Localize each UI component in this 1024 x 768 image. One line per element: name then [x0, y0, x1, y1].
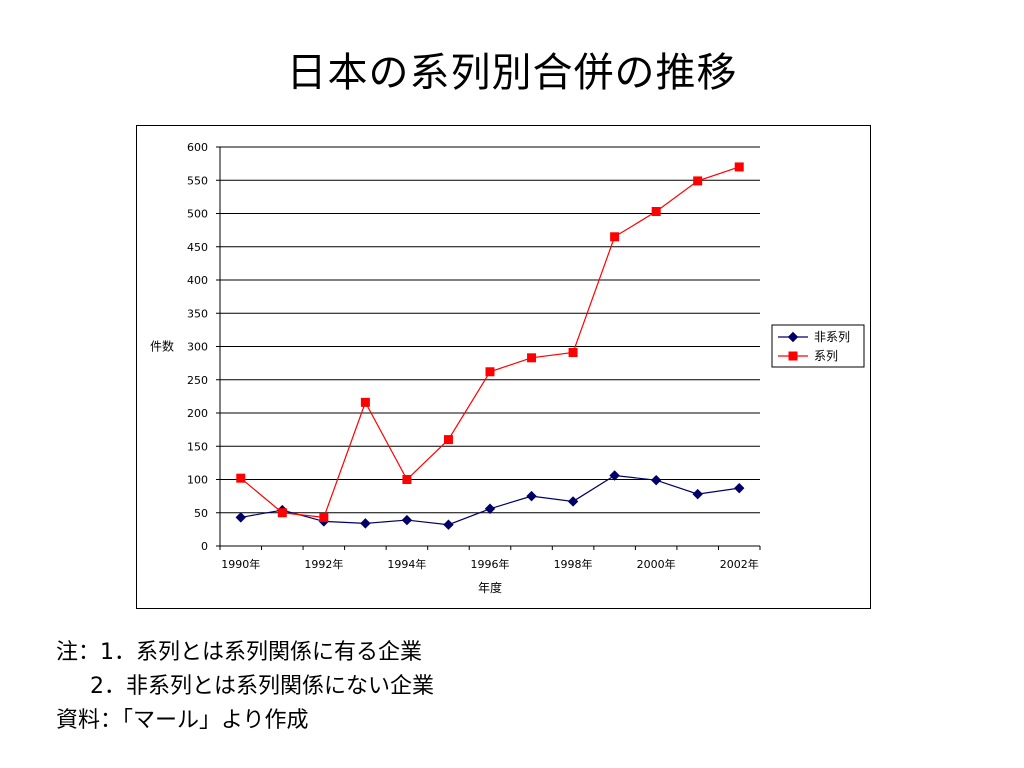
y-tick-label: 0	[201, 540, 208, 553]
data-point	[650, 474, 662, 486]
slide-title: 日本の系列別合併の推移	[286, 50, 738, 96]
note-source: 資料：「マール」より作成	[56, 708, 309, 733]
data-point	[277, 508, 287, 518]
data-point	[443, 435, 453, 445]
y-tick-label: 50	[194, 507, 208, 520]
x-tick-label: 1998年	[554, 557, 593, 571]
line-chart: 0 50 100 150 200 250 300 350 400 450 500 550 600 1990…	[150, 141, 865, 595]
series-line	[240, 474, 740, 526]
legend-label: 系列	[814, 349, 838, 363]
x-tick-label: 2000年	[637, 557, 676, 571]
legend-label: 非系列	[814, 330, 850, 344]
data-point	[360, 397, 370, 407]
y-axis-label: 件数	[150, 339, 174, 354]
legend-marker	[788, 351, 798, 361]
x-axis-label: 年度	[478, 580, 502, 595]
gridlines	[220, 146, 760, 514]
y-tick-label: 450	[187, 241, 208, 254]
data-point	[360, 518, 371, 529]
data-point	[443, 519, 454, 530]
data-point	[319, 512, 329, 522]
axes: 0 50 100 150 200 250 300 350 400 450 500 550 600 1990…	[150, 141, 761, 595]
note-2: 2．非系列とは系列関係にない企業	[90, 674, 434, 699]
data-point	[236, 473, 246, 483]
series	[235, 162, 745, 530]
legend-box	[771, 324, 865, 368]
data-point	[527, 353, 537, 363]
data-point	[568, 347, 578, 357]
x-tick-label: 1992年	[304, 557, 343, 571]
y-tick-label: 600	[187, 141, 208, 154]
data-point	[734, 162, 744, 172]
data-point	[610, 232, 620, 242]
y-tick-label: 550	[187, 174, 208, 187]
data-point	[235, 512, 246, 523]
y-tick-label: 150	[187, 440, 208, 453]
data-point	[402, 475, 412, 484]
series-line	[240, 166, 740, 519]
data-point	[485, 367, 495, 377]
data-point	[401, 514, 413, 526]
x-tick-label: 2002年	[720, 557, 759, 571]
notes: 注：1．系列とは系列関係に有る企業 2．非系列とは系列関係にない企業 資料：「マ…	[56, 636, 434, 738]
y-tick-label: 400	[187, 274, 208, 287]
data-point	[651, 207, 661, 217]
y-tick-label: 300	[187, 341, 208, 354]
x-tick-label: 1990年	[221, 557, 260, 571]
data-point	[609, 470, 620, 481]
data-point	[567, 496, 579, 507]
y-tick-label: 350	[187, 307, 208, 320]
data-point	[484, 503, 496, 514]
data-point	[526, 490, 537, 502]
y-tick-label: 500	[187, 208, 208, 221]
data-point	[692, 488, 703, 500]
data-point	[693, 176, 703, 186]
x-tick-label: 1994年	[387, 557, 426, 571]
x-tick-label: 1996年	[471, 557, 510, 571]
y-tick-label: 200	[187, 407, 208, 420]
y-tick-label: 250	[187, 374, 208, 387]
note-1: 注：1．系列とは系列関係に有る企業	[56, 640, 422, 665]
y-tick-label: 100	[187, 474, 208, 487]
data-point	[734, 482, 745, 494]
legend-marker	[787, 331, 799, 343]
